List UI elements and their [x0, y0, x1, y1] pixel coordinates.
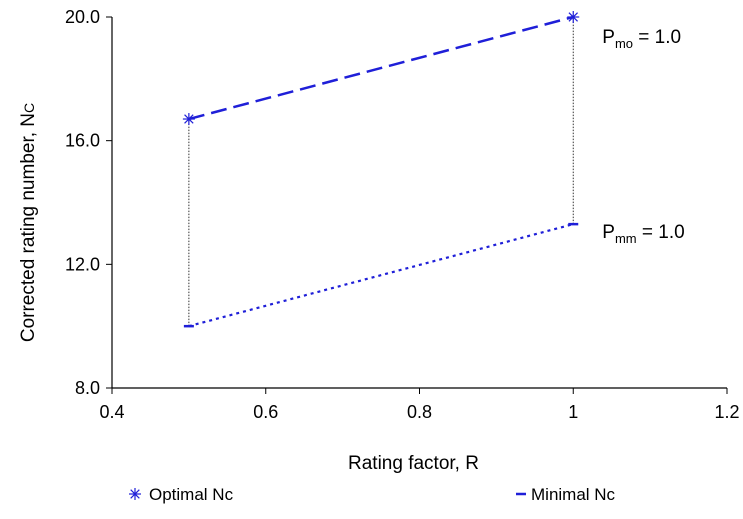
- legend-item: Minimal Nc: [516, 485, 616, 504]
- y-tick-label: 16.0: [65, 131, 100, 151]
- y-tick-label: 8.0: [75, 378, 100, 398]
- y-tick-label: 12.0: [65, 254, 100, 274]
- x-tick-label: 0.8: [407, 402, 432, 422]
- series-line: [188, 15, 574, 121]
- series-minimal: [183, 222, 579, 328]
- legend-marker: [129, 488, 141, 500]
- legend-item: Optimal Nc: [129, 485, 234, 504]
- x-tick-label: 1.2: [714, 402, 739, 422]
- series-line: [188, 223, 574, 328]
- annotation-suffix: = 1.0: [637, 222, 685, 243]
- series: [182, 11, 580, 328]
- y-axis-label-main: Corrected rating number, N: [18, 113, 39, 342]
- annotation-suffix: = 1.0: [633, 27, 681, 48]
- annotation-subscript: mo: [615, 36, 633, 51]
- annotation-label: Pmm = 1.0: [602, 222, 684, 246]
- data-point-marker: [567, 11, 580, 23]
- x-axis-label: Rating factor, R: [348, 453, 479, 474]
- legend-label: Optimal Nc: [149, 485, 234, 504]
- tick-labels: 0.4 0.6 0.8 1 1.2 8.0 12.0 16.0 20.0 Rating facto…: [18, 7, 740, 474]
- legend: Optimal Nc Minimal Nc: [129, 485, 616, 504]
- annotation-label: Pmo = 1.0: [602, 27, 681, 51]
- x-tick-label: 1: [568, 402, 578, 422]
- y-axis-label: Corrected rating number, NC: [18, 103, 39, 342]
- x-tick-label: 0.6: [253, 402, 278, 422]
- y-tick-label: 20.0: [65, 7, 100, 27]
- axes: [106, 16, 728, 394]
- annotation-main: P: [602, 27, 615, 48]
- data-point-marker: [182, 113, 195, 126]
- annotation-main: P: [602, 222, 615, 243]
- series-optimal: [182, 11, 580, 126]
- annotation-subscript: mm: [615, 231, 637, 246]
- legend-label: Minimal Nc: [531, 485, 616, 504]
- y-axis-label-subscript: C: [21, 103, 37, 113]
- x-tick-label: 0.4: [99, 402, 124, 422]
